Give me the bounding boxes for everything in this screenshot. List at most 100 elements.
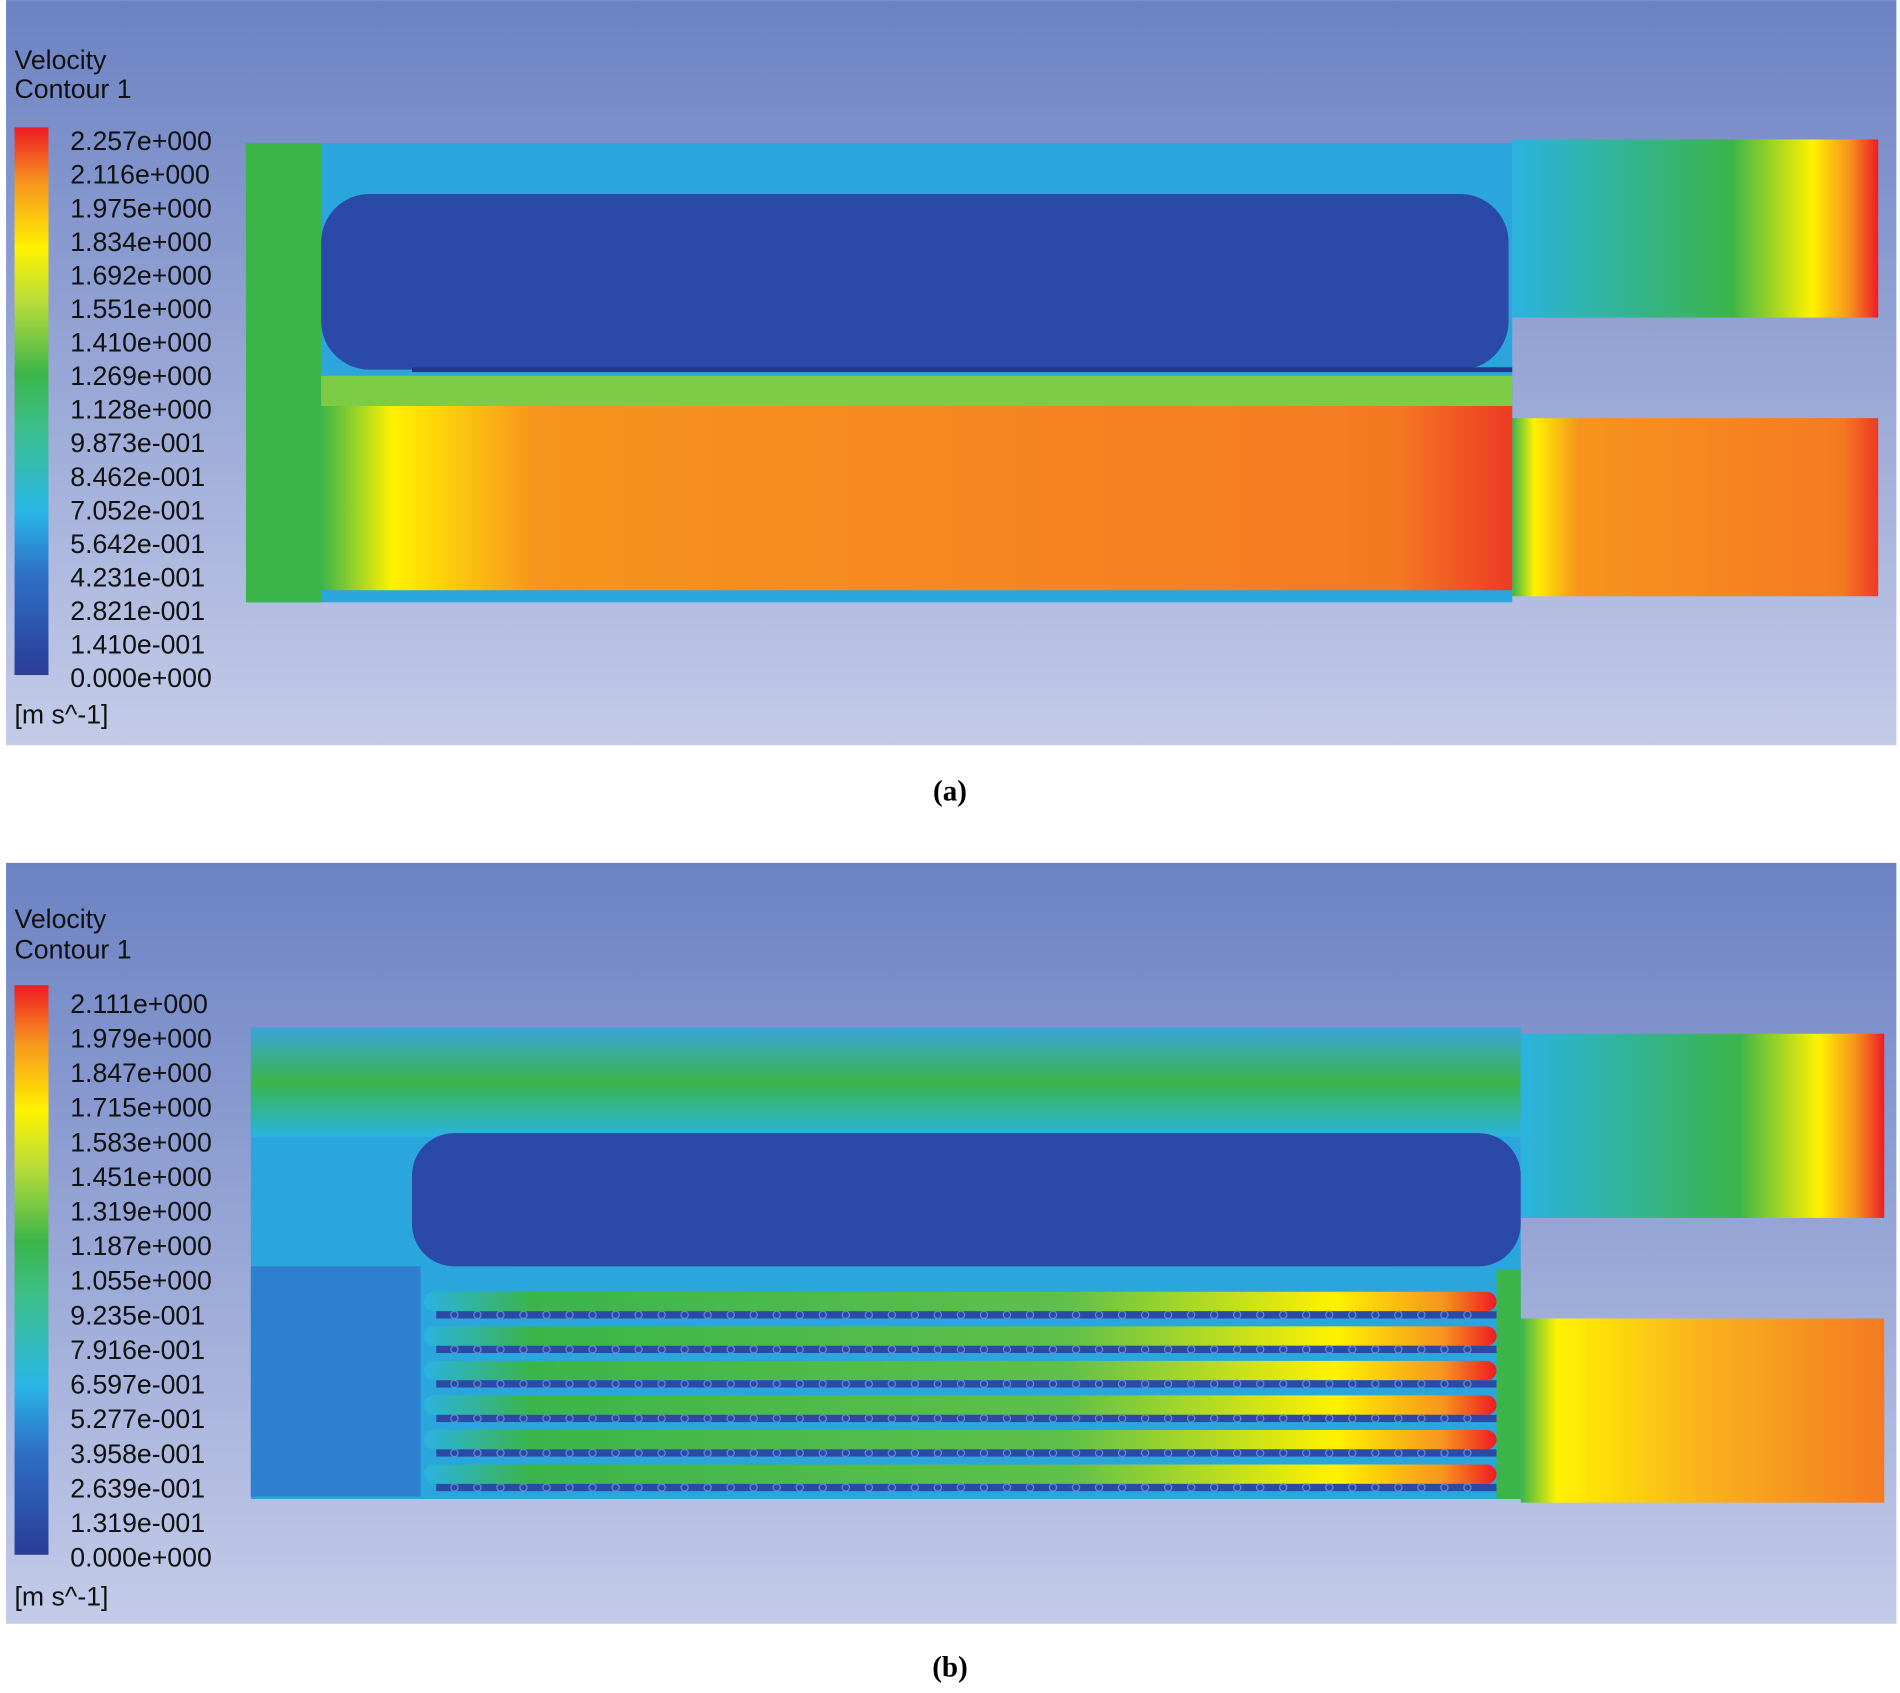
tube — [450, 1483, 459, 1492]
legend-level-label: 1.583e+000 — [70, 1127, 212, 1157]
channel-group — [424, 1270, 1521, 1500]
tube — [1417, 1379, 1426, 1389]
legend-level-label: 1.975e+000 — [70, 193, 212, 223]
tube — [703, 1483, 712, 1492]
tube — [1002, 1448, 1012, 1458]
tube — [703, 1379, 712, 1389]
tube — [703, 1310, 712, 1320]
tube — [542, 1310, 551, 1320]
tube — [1163, 1345, 1173, 1354]
tube — [1048, 1483, 1058, 1492]
recirculation-zone — [411, 1133, 1521, 1267]
tube — [611, 1379, 620, 1389]
tube — [1094, 1310, 1104, 1320]
tube — [795, 1414, 804, 1423]
tube — [1025, 1379, 1035, 1389]
tube — [450, 1310, 459, 1320]
legend-level-label: 1.692e+000 — [70, 260, 212, 290]
tube — [1325, 1379, 1334, 1389]
tube — [680, 1448, 689, 1458]
tube — [1371, 1414, 1380, 1423]
tube — [680, 1310, 689, 1320]
tube — [611, 1483, 620, 1492]
legend-subtitle: Contour 1 — [15, 934, 132, 964]
tube — [864, 1379, 874, 1389]
tube — [1232, 1345, 1242, 1354]
legend-level-label: 4.231e-001 — [70, 562, 205, 592]
legend-subtitle: Contour 1 — [15, 74, 132, 104]
tube — [979, 1310, 989, 1320]
tube — [1025, 1414, 1035, 1423]
tube — [1348, 1379, 1357, 1389]
tube — [726, 1483, 735, 1492]
tube — [910, 1310, 920, 1320]
legend-level-label: 5.277e-001 — [70, 1404, 205, 1434]
tube — [1071, 1310, 1081, 1320]
tube — [1117, 1414, 1127, 1423]
tube — [1394, 1483, 1403, 1492]
tube — [1071, 1448, 1081, 1458]
legend-level-label: 0.000e+000 — [70, 663, 212, 693]
tube — [772, 1448, 781, 1458]
tube — [841, 1448, 851, 1458]
tube — [1232, 1414, 1242, 1423]
tube — [1325, 1414, 1334, 1423]
tube — [1094, 1379, 1104, 1389]
tube — [887, 1345, 897, 1354]
tube — [979, 1379, 989, 1389]
tube — [542, 1483, 551, 1492]
upper-flow — [250, 1027, 1521, 1137]
divider — [411, 367, 1513, 373]
tube — [1186, 1414, 1196, 1423]
tube — [749, 1414, 758, 1423]
tube — [1002, 1414, 1012, 1423]
tube — [979, 1448, 989, 1458]
tube — [588, 1345, 597, 1354]
tube — [634, 1379, 643, 1389]
legend-level-label: 1.715e+000 — [70, 1093, 212, 1123]
tube — [542, 1379, 551, 1389]
tube — [1394, 1310, 1403, 1320]
tube — [772, 1379, 781, 1389]
tube — [726, 1345, 735, 1354]
tube — [1394, 1379, 1403, 1389]
tube — [1094, 1414, 1104, 1423]
outlet-lower — [1520, 1318, 1885, 1503]
legend-level-label: 8.462e-001 — [70, 462, 205, 492]
tube — [910, 1379, 920, 1389]
tube — [749, 1448, 758, 1458]
tube — [956, 1310, 966, 1320]
tube-row — [436, 1380, 1497, 1388]
recirculation-zone — [321, 193, 1509, 370]
tube-row — [436, 1483, 1497, 1492]
tube — [1302, 1483, 1311, 1492]
tube — [473, 1448, 482, 1458]
tube — [933, 1483, 943, 1492]
tube — [1440, 1345, 1449, 1354]
outlet-upper — [1512, 139, 1879, 318]
tube — [1209, 1379, 1219, 1389]
channel-jet — [424, 1291, 1497, 1312]
tube — [611, 1310, 620, 1320]
tube — [657, 1448, 666, 1458]
tube — [864, 1310, 874, 1320]
legend-level-label: 2.257e+000 — [70, 126, 212, 156]
tube — [1348, 1310, 1357, 1320]
tube — [910, 1414, 920, 1423]
legend-level-label: 1.847e+000 — [70, 1058, 212, 1088]
legend-level-label: 2.821e-001 — [70, 596, 205, 626]
tube — [1278, 1345, 1288, 1354]
channel-jet — [424, 1395, 1497, 1415]
legend-level-label: 1.410e-001 — [70, 630, 205, 660]
tube — [887, 1379, 897, 1389]
tube — [1325, 1483, 1334, 1492]
tube — [473, 1310, 482, 1320]
tube — [1163, 1310, 1173, 1320]
tube — [1025, 1310, 1035, 1320]
tube — [680, 1483, 689, 1492]
legend-title: Velocity — [15, 45, 107, 75]
tube — [1278, 1448, 1288, 1458]
tube — [772, 1414, 781, 1423]
tube — [1163, 1414, 1173, 1423]
